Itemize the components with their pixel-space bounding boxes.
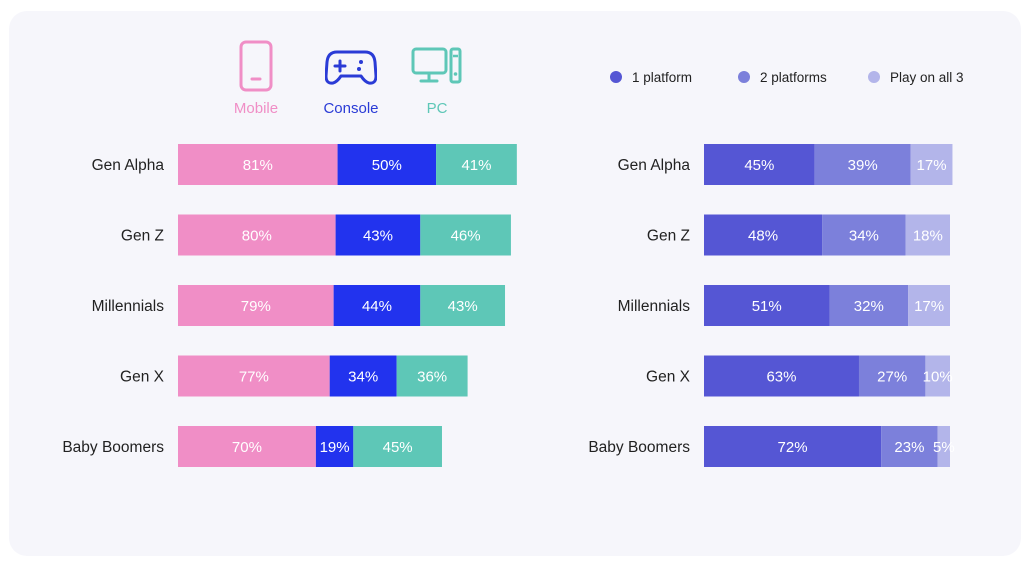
bar-segment-mobile-gen-z — [178, 214, 336, 256]
bar-segment-pc-baby-boomers — [353, 426, 442, 467]
bar-segment-1-platform-millennials — [704, 285, 830, 326]
bar-segment-pc-millennials — [420, 285, 506, 326]
data-label-console-gen-x: 34% — [348, 369, 378, 386]
bar-segment-1-platform-gen-alpha — [704, 144, 815, 185]
data-label-1-platform-baby-boomers: 72% — [778, 439, 808, 456]
data-label-play-on-all-3-gen-alpha: 17% — [917, 157, 947, 174]
data-label-pc-millennials: 43% — [448, 298, 478, 315]
category-label-gen-alpha: Gen Alpha — [92, 157, 165, 174]
data-label-pc-gen-alpha: 41% — [461, 157, 491, 174]
bar-segment-2-platforms-baby-boomers — [881, 426, 938, 467]
category-label-gen-z: Gen Z — [121, 228, 164, 245]
bar-segment-play-on-all-3-gen-x — [925, 355, 950, 397]
category-label-baby-boomers: Baby Boomers — [588, 439, 690, 456]
category-label-gen-alpha: Gen Alpha — [618, 157, 691, 174]
data-label-2-platforms-gen-z: 34% — [849, 228, 879, 245]
data-label-2-platforms-baby-boomers: 23% — [894, 439, 924, 456]
bar-segment-1-platform-gen-x — [704, 355, 859, 397]
data-label-pc-gen-z: 46% — [451, 228, 481, 245]
data-label-1-platform-gen-alpha: 45% — [744, 157, 774, 174]
legend-label: Play on all 3 — [890, 70, 964, 85]
data-label-mobile-baby-boomers: 70% — [232, 439, 262, 456]
data-label-console-gen-z: 43% — [363, 228, 393, 245]
data-label-mobile-gen-x: 77% — [239, 369, 269, 386]
data-label-1-platform-gen-z: 48% — [748, 228, 778, 245]
legend-label: 2 platforms — [760, 70, 827, 85]
legend-item-2-platforms: 2 platforms — [738, 70, 827, 85]
data-label-pc-gen-x: 36% — [417, 369, 447, 386]
data-label-play-on-all-3-millennials: 17% — [914, 298, 944, 315]
bar-segment-play-on-all-3-gen-alpha — [910, 144, 953, 185]
bar-segment-mobile-gen-x — [178, 355, 330, 397]
legend-item-pc: PC — [397, 40, 477, 117]
data-label-2-platforms-gen-x: 27% — [877, 369, 907, 386]
bar-segment-mobile-millennials — [178, 285, 334, 326]
bar-segment-console-baby-boomers — [315, 426, 354, 467]
bar-segment-pc-gen-x — [396, 355, 468, 397]
bar-segment-2-platforms-gen-alpha — [814, 144, 911, 185]
legend-item-mobile: Mobile — [216, 40, 296, 117]
bar-segment-play-on-all-3-millennials — [908, 285, 950, 326]
data-label-console-gen-alpha: 50% — [372, 157, 402, 174]
bar-segment-2-platforms-gen-x — [858, 355, 926, 397]
data-label-2-platforms-millennials: 32% — [854, 298, 884, 315]
legend-swatch — [868, 71, 880, 83]
category-label-baby-boomers: Baby Boomers — [62, 439, 164, 456]
bar-segment-console-gen-alpha — [337, 144, 437, 185]
data-label-mobile-gen-z: 80% — [242, 228, 272, 245]
bar-segment-console-gen-z — [335, 214, 421, 256]
legend-label: 1 platform — [632, 70, 693, 85]
legend-label-console: Console — [323, 100, 379, 117]
bar-segment-pc-gen-alpha — [436, 144, 517, 185]
bar-segment-pc-gen-z — [420, 214, 511, 256]
data-label-1-platform-gen-x: 63% — [766, 369, 796, 386]
data-label-2-platforms-gen-alpha: 39% — [848, 157, 878, 174]
data-label-mobile-gen-alpha: 81% — [243, 157, 273, 174]
category-label-gen-x: Gen X — [646, 369, 691, 386]
legend-swatch — [738, 71, 750, 83]
data-label-play-on-all-3-gen-x: 10% — [923, 369, 953, 386]
bar-segment-console-gen-x — [329, 355, 397, 397]
legend-swatch — [610, 71, 622, 83]
data-label-1-platform-millennials: 51% — [752, 298, 782, 315]
data-label-play-on-all-3-baby-boomers: 5% — [933, 439, 955, 456]
legend-item-1-platform: 1 platform — [610, 70, 692, 85]
bar-segment-1-platform-baby-boomers — [704, 426, 882, 467]
legend-label-mobile: Mobile — [233, 100, 279, 117]
bar-segment-play-on-all-3-gen-z — [905, 214, 950, 256]
bar-segment-mobile-baby-boomers — [178, 426, 316, 467]
legend-item-play-on-all-3: Play on all 3 — [868, 70, 964, 85]
data-label-pc-baby-boomers: 45% — [383, 439, 413, 456]
category-label-gen-z: Gen Z — [647, 228, 690, 245]
bar-segment-console-millennials — [333, 285, 421, 326]
category-label-millennials: Millennials — [618, 298, 691, 315]
bar-segment-2-platforms-millennials — [829, 285, 909, 326]
data-label-play-on-all-3-gen-z: 18% — [913, 228, 943, 245]
data-label-mobile-millennials: 79% — [241, 298, 271, 315]
data-label-console-baby-boomers: 19% — [320, 439, 350, 456]
gamepad-icon — [325, 50, 377, 85]
desktop-pc-icon — [411, 47, 462, 84]
bar-segment-play-on-all-3-baby-boomers — [937, 426, 950, 467]
bar-segment-1-platform-gen-z — [704, 214, 823, 256]
bar-segment-mobile-gen-alpha — [178, 144, 338, 185]
data-label-console-millennials: 44% — [362, 298, 392, 315]
category-label-millennials: Millennials — [92, 298, 165, 315]
legend-item-console: Console — [311, 40, 391, 117]
category-label-gen-x: Gen X — [120, 369, 165, 386]
legend-label-pc: PC — [426, 100, 448, 117]
mobile-icon — [239, 40, 273, 92]
bar-segment-2-platforms-gen-z — [822, 214, 906, 256]
